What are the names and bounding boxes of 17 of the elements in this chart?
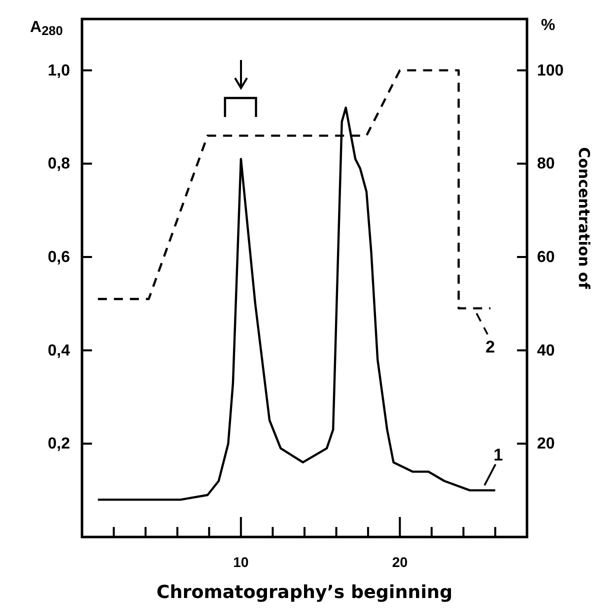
y2-axis-title: %: [541, 17, 556, 34]
text: Concentration of: [575, 147, 593, 290]
y-tick-label: 0,4: [48, 342, 70, 360]
y-tick-label: 0,2: [48, 436, 70, 453]
y-tick-label: 1,0: [48, 62, 70, 80]
y-tick-label: 0,6: [48, 249, 70, 266]
y2-tick-label: 100: [537, 62, 564, 80]
y2-tick-label: 40: [537, 342, 555, 360]
y-axis-title: A$_{280}$: [30, 19, 63, 38]
y-tick-label: 0,8: [48, 156, 70, 173]
y2-tick-label: 20: [537, 436, 555, 453]
x-tick-label: 10: [233, 554, 249, 570]
series-label: 1: [494, 445, 503, 464]
y2-tick-label: 80: [537, 156, 555, 173]
x-axis-title: Chromatography’s beginning: [156, 582, 452, 603]
legend-label: 2: [486, 337, 496, 356]
y2-tick-label: 60: [537, 249, 555, 266]
